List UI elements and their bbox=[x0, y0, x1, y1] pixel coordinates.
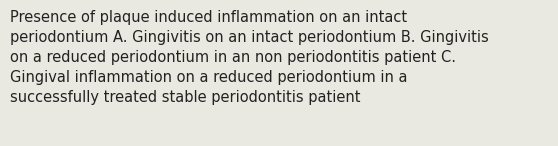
Text: Presence of plaque induced inflammation on an intact
periodontium A. Gingivitis : Presence of plaque induced inflammation … bbox=[10, 10, 489, 105]
